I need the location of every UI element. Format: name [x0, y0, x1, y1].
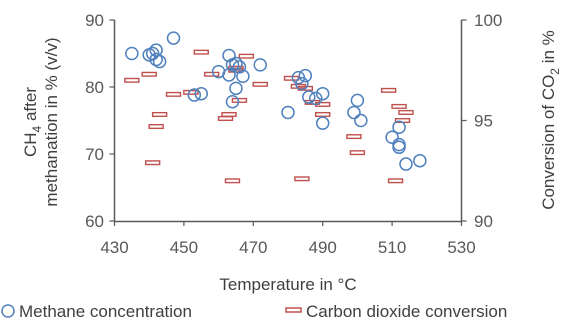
- y-tick-label: 90: [85, 11, 104, 30]
- x-axis-title: Temperature in °C: [219, 275, 356, 294]
- tick-labels: 430 450 470 490 510 530 60 70 80 90 90 95 100: [85, 11, 502, 257]
- co2-conversion-point: [391, 103, 407, 109]
- y2-axis-title: Conversion of CO2 in %: [539, 30, 562, 210]
- methane-concentration-point: [166, 31, 181, 45]
- methane-concentration-point: [385, 130, 399, 144]
- y2-axis-title-sub2: 2: [548, 68, 562, 75]
- co2-conversion-point: [203, 71, 220, 77]
- methane-concentration-point: [392, 137, 406, 152]
- methane-concentration-point: [229, 81, 243, 96]
- x-tick-label: 450: [170, 238, 198, 257]
- methane-concentration-point: [315, 86, 330, 101]
- methane-concentration-point: [302, 90, 316, 104]
- co2-conversion-point: [141, 71, 157, 77]
- methane-concentration-point: [354, 113, 368, 128]
- co2-conversion-point: [224, 178, 241, 184]
- methane-concentration-point: [222, 48, 236, 63]
- y-axis-title-sub4: 4: [30, 125, 44, 132]
- co2-conversion-point: [387, 178, 404, 184]
- y-axis-title-after: after: [21, 87, 40, 126]
- methane-concentration-point: [187, 88, 202, 102]
- y-axis-title-line2: methanation in % (v/v): [42, 37, 61, 206]
- co2-conversion-point: [144, 160, 161, 166]
- co2-conversion-point: [193, 49, 209, 55]
- methane-concentration-point: [295, 76, 309, 91]
- methane-concentration-point: [392, 140, 406, 155]
- y-tick-label: 70: [85, 145, 104, 164]
- methane-concentration-point: [392, 120, 406, 134]
- x-tick-label: 470: [239, 238, 267, 257]
- methane-concentration-point: [281, 105, 295, 120]
- co2-conversion-point: [221, 111, 237, 117]
- methane-concentration-point: [309, 91, 323, 106]
- data-marks: [124, 31, 427, 184]
- methane-concentration-point: [236, 69, 250, 84]
- co2-conversion-point: [349, 150, 366, 156]
- co2-conversion-point: [148, 124, 164, 130]
- methane-concentration-point: [350, 93, 365, 108]
- co2-conversion-point: [380, 87, 397, 93]
- co2-conversion-point: [238, 53, 255, 59]
- methane-concentration-point: [413, 153, 427, 168]
- x-tick-label: 510: [378, 238, 406, 257]
- co2-conversion-point: [398, 109, 414, 115]
- legend-methane-marker: [1, 304, 15, 318]
- y-axis-title-ch: CH: [21, 132, 40, 157]
- methane-concentration-point: [229, 56, 243, 71]
- co2-conversion-point: [283, 75, 300, 81]
- methane-concentration-point: [298, 68, 313, 83]
- x-tick-label: 430: [100, 238, 128, 257]
- legend-co2-label: Carbon dioxide conversion: [306, 302, 507, 321]
- co2-conversion-point: [231, 97, 248, 103]
- methane-concentration-point: [232, 60, 247, 74]
- co2-conversion-point: [165, 91, 182, 97]
- co2-conversion-point: [315, 111, 331, 117]
- co2-conversion-point: [217, 115, 234, 121]
- y2-axis-title-co: Conversion of CO: [539, 75, 558, 210]
- methane-concentration-point: [315, 116, 330, 130]
- y2-tick-label: 95: [474, 112, 493, 131]
- y-tick-label: 60: [85, 212, 104, 231]
- legend-methane-label: Methane concentration: [19, 302, 192, 321]
- x-tick-label: 530: [447, 238, 475, 257]
- y2-axis-title-in: in %: [539, 30, 558, 68]
- x-tick-label: 490: [309, 238, 337, 257]
- methane-concentration-point: [347, 105, 361, 120]
- legend: Methane concentration Carbon dioxide con…: [1, 302, 507, 321]
- methane-concentration-point: [125, 46, 139, 61]
- y-axis-title-line1: CH4 after: [21, 87, 44, 157]
- methane-concentration-point: [253, 58, 267, 72]
- co2-conversion-point: [124, 77, 140, 83]
- y2-tick-label: 90: [474, 212, 493, 231]
- legend-co2-marker: [285, 307, 302, 313]
- methane-concentration-point: [225, 94, 240, 109]
- co2-conversion-point: [252, 81, 268, 87]
- co2-conversion-point: [151, 111, 168, 117]
- co2-conversion-point: [346, 134, 362, 140]
- methane-concentration-point: [152, 54, 167, 69]
- y-tick-label: 80: [85, 78, 104, 97]
- methane-concentration-point: [399, 157, 413, 171]
- co2-conversion-point: [294, 176, 310, 182]
- methane-concentration-point: [194, 86, 208, 101]
- y2-tick-label: 100: [474, 11, 502, 30]
